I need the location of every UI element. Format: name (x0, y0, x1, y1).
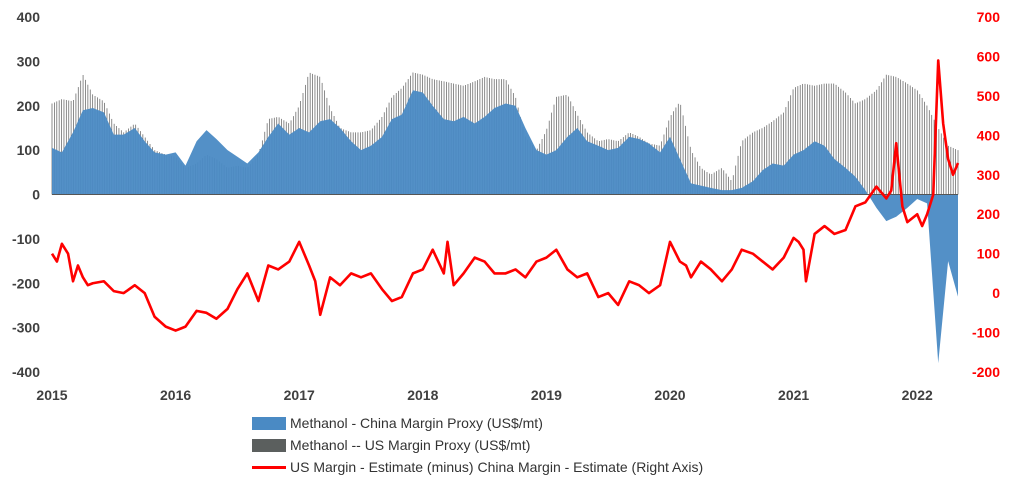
x-axis-tick: 2019 (531, 387, 562, 403)
right-axis-tick: 700 (977, 9, 1001, 25)
right-axis-tick: 200 (977, 206, 1001, 222)
left-axis-tick: 0 (32, 187, 40, 203)
spread-line (50, 59, 960, 332)
x-axis-tick: 2018 (407, 387, 438, 403)
right-axis-tick: 300 (977, 167, 1001, 183)
legend-label-china: Methanol - China Margin Proxy (US$/mt) (290, 415, 543, 431)
left-axis-tick: 200 (17, 98, 41, 114)
x-axis-tick: 2021 (778, 387, 809, 403)
left-axis-tick: 400 (17, 9, 41, 25)
right-axis-tick: 400 (977, 127, 1001, 143)
legend-item-us: Methanol -- US Margin Proxy (US$/mt) (252, 434, 703, 456)
legend: Methanol - China Margin Proxy (US$/mt) M… (252, 412, 703, 478)
left-axis-tick: 100 (17, 142, 41, 158)
legend-label-spread: US Margin - Estimate (minus) China Margi… (290, 459, 704, 475)
chart: 400 300 200 100 0 -100 -200 -300 -400 700 600 500 4… (12, 9, 1000, 403)
spread-line-group (50, 59, 960, 332)
x-axis-ticks: 2015 2016 2017 2018 2019 2020 2021 2022 (36, 387, 933, 403)
legend-item-china: Methanol - China Margin Proxy (US$/mt) (252, 412, 703, 434)
legend-swatch-china (252, 416, 286, 430)
right-axis-tick: -100 (972, 325, 1000, 341)
legend-swatch-us (252, 438, 286, 452)
x-axis-tick: 2015 (36, 387, 67, 403)
right-axis-tick: 600 (977, 48, 1001, 64)
right-axis-tick: 0 (992, 285, 1000, 301)
right-axis-tick: 500 (977, 88, 1001, 104)
left-axis-tick: -200 (12, 275, 40, 291)
x-axis-tick: 2016 (160, 387, 191, 403)
china-margin-area (52, 90, 958, 364)
legend-item-spread: US Margin - Estimate (minus) China Margi… (252, 456, 703, 478)
right-axis-tick: 100 (977, 246, 1001, 262)
right-axis-ticks: 700 600 500 400 300 200 100 0 -100 -200 (972, 9, 1000, 380)
x-axis-tick: 2017 (284, 387, 315, 403)
x-axis-tick: 2022 (902, 387, 933, 403)
left-axis-tick: 300 (17, 53, 41, 69)
china-margin-series (52, 90, 958, 364)
left-axis-ticks: 400 300 200 100 0 -100 -200 -300 -400 (12, 9, 40, 380)
left-axis-tick: -300 (12, 320, 40, 336)
right-axis-tick: -200 (972, 364, 1000, 380)
x-axis-tick: 2020 (654, 387, 685, 403)
legend-label-us: Methanol -- US Margin Proxy (US$/mt) (290, 437, 531, 453)
left-axis-tick: -100 (12, 231, 40, 247)
legend-line-spread (252, 465, 286, 469)
left-axis-tick: -400 (12, 364, 40, 380)
